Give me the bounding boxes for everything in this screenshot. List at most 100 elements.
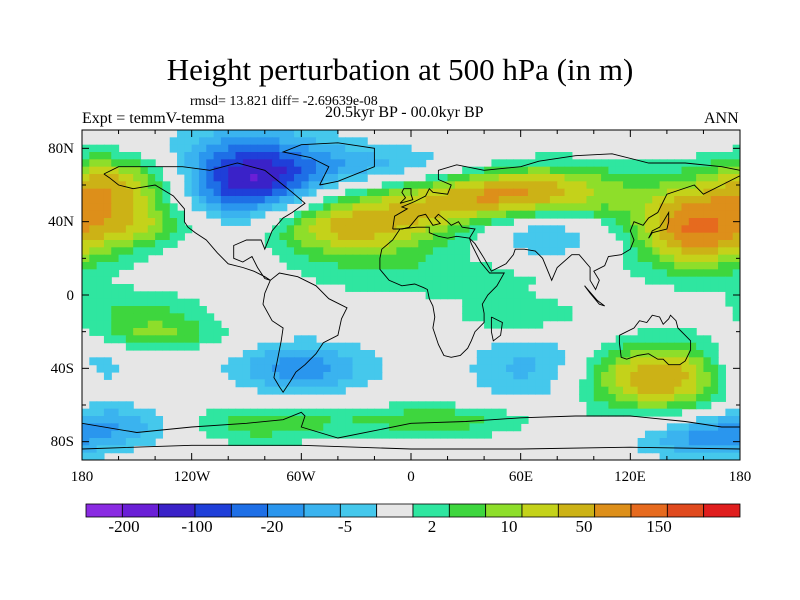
field-cell: [520, 196, 529, 204]
field-cell: [579, 166, 588, 175]
field-cell: [579, 210, 588, 219]
field-cell: [264, 240, 273, 248]
field-cell: [389, 254, 397, 263]
field-cell: [601, 166, 609, 175]
field-cell: [140, 335, 149, 344]
field-cell: [418, 196, 427, 204]
field-cell: [125, 401, 134, 410]
field-cell: [630, 254, 639, 263]
field-cell: [389, 188, 397, 197]
field-cell: [359, 350, 368, 358]
field-cell: [520, 306, 529, 314]
field-cell: [323, 174, 332, 182]
field-cell: [381, 269, 390, 278]
field-cell: [615, 379, 624, 388]
field-cell: [593, 210, 602, 219]
field-cell: [374, 218, 383, 226]
field-cell: [703, 350, 712, 358]
field-cell: [484, 166, 493, 175]
field-cell: [118, 166, 127, 175]
field-cell: [615, 210, 624, 219]
field-cell: [630, 188, 639, 197]
field-cell: [484, 423, 493, 432]
field-cell: [286, 166, 295, 175]
field-cell: [710, 350, 719, 358]
field-cell: [411, 276, 419, 285]
field-cell: [381, 218, 390, 226]
field-cell: [506, 291, 514, 300]
x-tick-label: 60W: [286, 469, 316, 485]
field-cell: [542, 379, 551, 388]
field-cell: [666, 423, 675, 432]
field-cell: [557, 196, 566, 204]
field-cell: [440, 232, 449, 241]
field-cell: [674, 181, 683, 190]
field-cell: [286, 386, 295, 395]
field-cell: [140, 254, 149, 263]
field-cell: [615, 188, 624, 197]
field-cell: [403, 276, 412, 285]
field-cell: [586, 159, 595, 168]
field-cell: [96, 430, 105, 439]
field-cell: [425, 240, 434, 248]
field-cell: [337, 386, 346, 395]
field-cell: [367, 284, 376, 292]
colorbar-swatch: [557, 503, 596, 518]
field-cell: [235, 416, 244, 424]
field-cell: [630, 232, 639, 241]
field-cell: [191, 166, 200, 175]
field-cell: [557, 188, 566, 197]
field-cell: [681, 372, 690, 380]
field-cell: [250, 196, 259, 204]
field-cell: [608, 386, 617, 395]
field-cell: [374, 372, 383, 380]
field-cell: [308, 262, 317, 270]
field-cell: [703, 203, 712, 212]
field-cell: [681, 188, 690, 197]
field-cell: [652, 401, 661, 410]
field-cell: [498, 423, 507, 432]
field-cell: [396, 159, 405, 168]
field-cell: [469, 269, 478, 278]
field-cell: [96, 320, 105, 329]
field-cell: [177, 159, 185, 168]
field-cell: [432, 254, 441, 263]
field-cell: [696, 196, 705, 204]
field-cell: [608, 342, 617, 351]
field-cell: [432, 203, 441, 212]
field-cell: [103, 313, 112, 322]
field-cell: [96, 364, 105, 373]
field-cell: [177, 137, 185, 146]
field-cell: [396, 401, 405, 410]
field-cell: [103, 364, 112, 373]
field-cell: [359, 357, 368, 366]
field-cell: [476, 276, 485, 285]
field-cell: [696, 240, 705, 248]
field-cell: [725, 262, 734, 270]
field-cell: [374, 203, 383, 212]
field-cell: [184, 181, 193, 190]
field-cell: [506, 174, 514, 182]
field-cell: [411, 218, 419, 226]
field-cell: [111, 313, 120, 322]
field-cell: [454, 269, 463, 278]
field-cell: [162, 240, 171, 248]
field-cell: [718, 240, 726, 248]
field-cell: [623, 394, 631, 402]
field-cell: [469, 188, 478, 197]
field-cell: [696, 262, 705, 270]
field-cell: [549, 188, 558, 197]
field-cell: [630, 364, 639, 373]
field-cell: [191, 152, 200, 160]
field-cell: [257, 210, 266, 219]
field-cell: [418, 430, 427, 439]
field-cell: [345, 254, 354, 263]
field-cell: [718, 416, 726, 424]
field-cell: [177, 328, 185, 336]
coastline: [584, 285, 605, 307]
field-cell: [89, 196, 98, 204]
field-cell: [432, 276, 441, 285]
coastline: [82, 411, 740, 439]
field-cell: [601, 203, 609, 212]
